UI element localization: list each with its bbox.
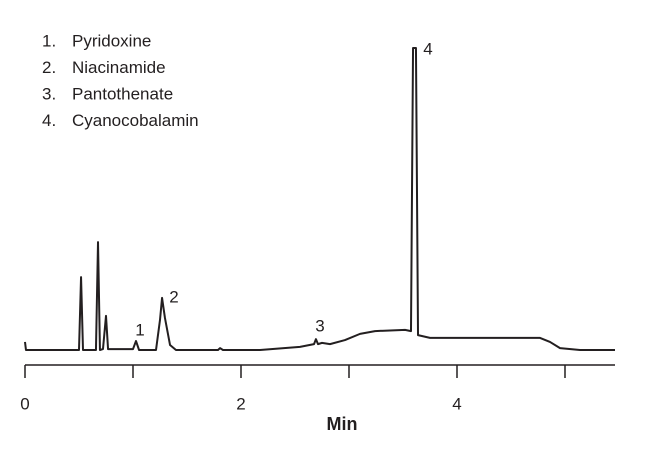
chromatogram-trace: [24, 47, 615, 351]
legend-number: 4.: [42, 111, 56, 130]
x-tick-label: 2: [236, 394, 245, 413]
peak-label: 2: [169, 287, 178, 306]
legend-number: 2.: [42, 58, 56, 77]
x-axis-label: Min: [327, 414, 358, 434]
peak-label: 4: [423, 39, 432, 58]
legend-number: 3.: [42, 84, 56, 103]
legend-name: Cyanocobalamin: [72, 111, 199, 130]
legend-name: Pantothenate: [72, 84, 173, 103]
x-tick-label: 0: [20, 394, 29, 413]
legend-number: 1.: [42, 31, 56, 50]
peak-label: 3: [315, 316, 324, 335]
x-tick-label: 4: [452, 394, 461, 413]
peak-label: 1: [135, 320, 144, 339]
legend-name: Niacinamide: [72, 58, 166, 77]
legend-name: Pyridoxine: [72, 31, 151, 50]
